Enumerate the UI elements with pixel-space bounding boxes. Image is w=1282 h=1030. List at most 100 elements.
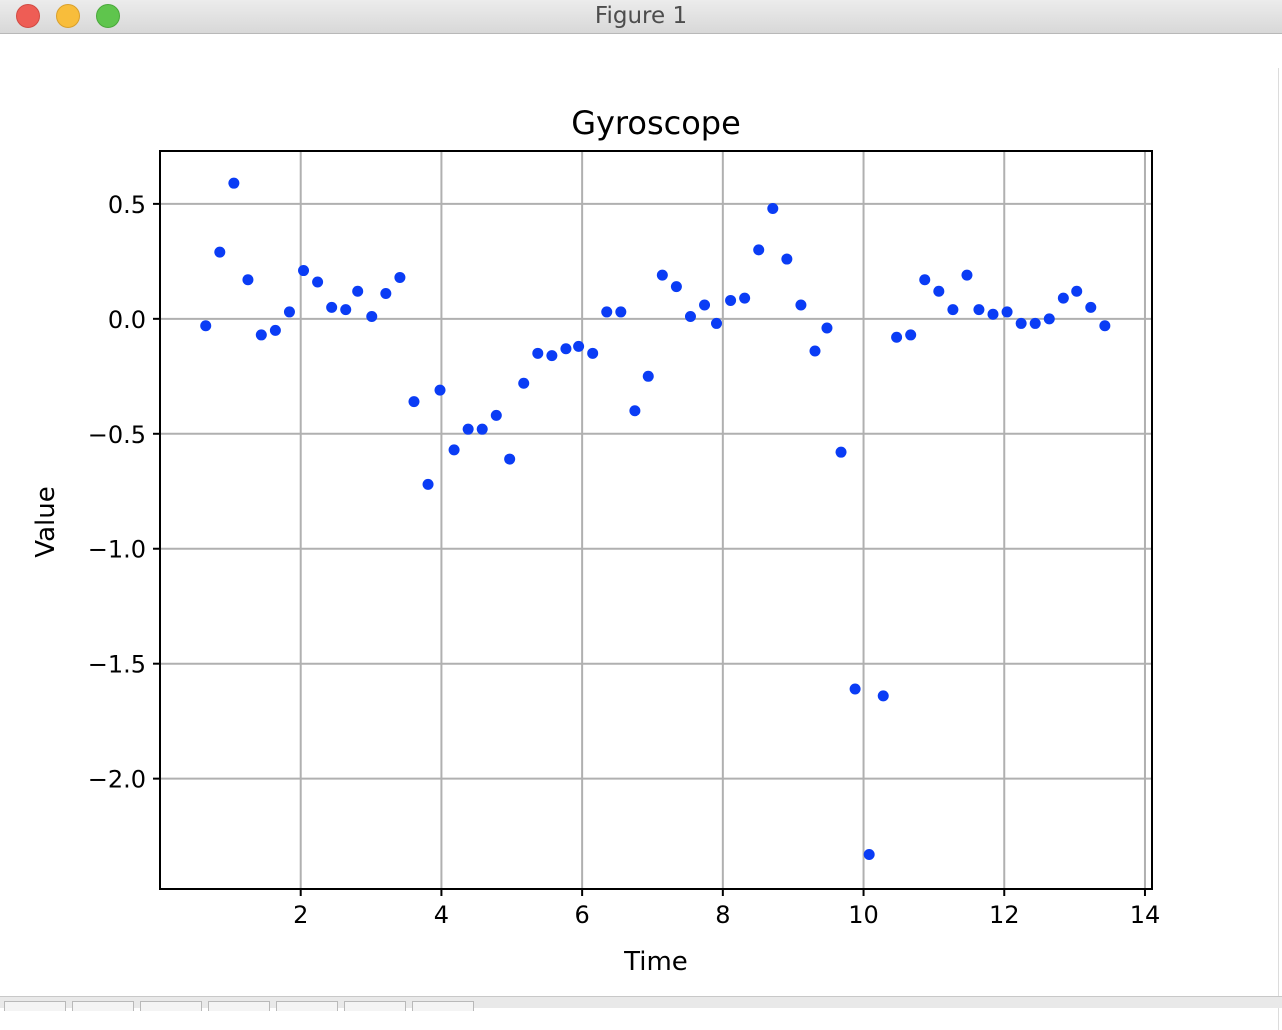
data-point (255, 329, 267, 341)
figure-canvas: 2 4 6 8 10 12 14 0.5 0.0 −0.5 −1.0 −1.5 −2.0 Gyrosco… (0, 34, 1282, 1030)
scatter-chart: 2 4 6 8 10 12 14 0.5 0.0 −0.5 −1.0 −1.5 −2.0 Gyrosco… (31, 104, 1161, 977)
data-point (546, 350, 558, 362)
x-tick-label: 12 (989, 901, 1020, 929)
data-point (863, 849, 875, 861)
data-point (961, 269, 973, 281)
y-tick-label: −1.5 (88, 651, 146, 679)
data-point (408, 396, 420, 408)
data-point (933, 285, 945, 297)
data-point (891, 331, 903, 343)
data-point (1071, 285, 1083, 297)
data-point (905, 329, 917, 341)
data-point (753, 244, 765, 256)
data-point (642, 370, 654, 382)
data-point (366, 311, 378, 323)
data-point (394, 271, 406, 283)
data-point (795, 299, 807, 311)
data-point (462, 423, 474, 435)
data-point (835, 446, 847, 458)
data-point (269, 324, 281, 336)
data-point (242, 274, 254, 286)
zoom-window-button[interactable] (96, 4, 120, 28)
x-axis-label: Time (623, 947, 688, 977)
data-point (352, 285, 364, 297)
data-point (228, 177, 240, 189)
x-tick-label: 10 (848, 901, 879, 929)
pan-button[interactable] (208, 1001, 270, 1011)
data-point (214, 246, 226, 258)
data-point (1085, 301, 1097, 313)
x-tick-label: 4 (434, 901, 449, 929)
data-point (422, 478, 434, 490)
data-point (973, 304, 985, 316)
data-point (849, 683, 861, 695)
configure-subplots-button[interactable] (344, 1001, 406, 1011)
data-point (283, 306, 295, 318)
y-tick-label: −0.5 (88, 421, 146, 449)
data-point (587, 347, 599, 359)
window-titlebar: Figure 1 (0, 0, 1282, 34)
data-point (532, 347, 544, 359)
forward-button[interactable] (140, 1001, 202, 1011)
data-point (340, 304, 352, 316)
window-edge (1278, 68, 1282, 1030)
data-points (200, 177, 1111, 861)
data-point (504, 453, 516, 465)
data-point (1015, 317, 1027, 329)
data-point (380, 288, 392, 300)
y-tick-label: −2.0 (88, 766, 146, 794)
y-tick-label: 0.5 (108, 191, 146, 219)
data-point (781, 253, 793, 265)
data-point (629, 405, 641, 417)
data-point (1043, 313, 1055, 325)
data-point (601, 306, 613, 318)
back-button[interactable] (72, 1001, 134, 1011)
home-button[interactable] (4, 1001, 66, 1011)
data-point (476, 423, 488, 435)
y-tick-label: −1.0 (88, 536, 146, 564)
data-point (699, 299, 711, 311)
close-window-button[interactable] (16, 4, 40, 28)
data-point (312, 276, 324, 288)
data-point (670, 281, 682, 293)
y-tick-label: 0.0 (108, 306, 146, 334)
x-tick-label: 6 (574, 901, 589, 929)
minimize-window-button[interactable] (56, 4, 80, 28)
data-point (1057, 292, 1069, 304)
grid-lines (160, 151, 1152, 889)
data-point (947, 304, 959, 316)
data-point (298, 265, 310, 277)
navigation-toolbar (0, 996, 1282, 1011)
data-point (326, 301, 338, 313)
data-point (877, 690, 889, 702)
zoom-rect-button[interactable] (276, 1001, 338, 1011)
data-point (809, 345, 821, 357)
axes-frame (159, 150, 1153, 890)
data-point (434, 384, 446, 396)
data-point (739, 292, 751, 304)
axis-ticks: 2 4 6 8 10 12 14 0.5 0.0 −0.5 −1.0 −1.5 −2.0 (88, 191, 1161, 929)
window-title: Figure 1 (594, 3, 688, 29)
data-point (560, 343, 572, 355)
x-tick-label: 2 (293, 901, 308, 929)
data-point (1029, 317, 1041, 329)
data-point (725, 294, 737, 306)
data-point (200, 320, 212, 332)
data-point (490, 409, 502, 421)
data-point (987, 308, 999, 320)
x-tick-label: 8 (715, 901, 730, 929)
data-point (573, 340, 585, 352)
data-point (1099, 320, 1111, 332)
data-point (919, 274, 931, 286)
data-point (767, 202, 779, 214)
data-point (656, 269, 668, 281)
data-point (448, 444, 460, 456)
save-figure-button[interactable] (412, 1001, 474, 1011)
x-tick-label: 14 (1130, 901, 1161, 929)
data-point (711, 317, 723, 329)
data-point (615, 306, 627, 318)
data-point (518, 377, 530, 389)
data-point (684, 311, 696, 323)
data-point (1001, 306, 1013, 318)
y-axis-label: Value (31, 486, 61, 557)
